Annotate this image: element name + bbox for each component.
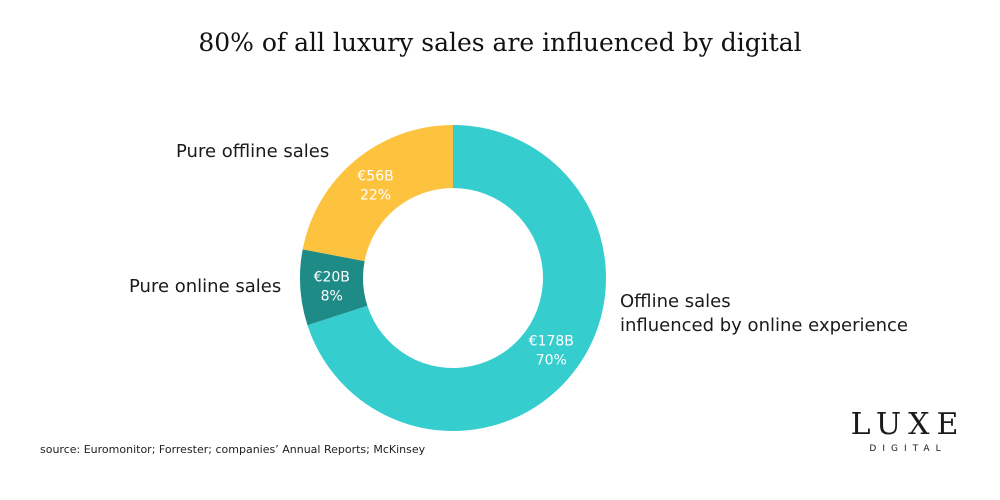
legend-label-pure-online-line: Pure online sales <box>129 276 282 297</box>
slice-1-percent-label: 8% <box>321 289 343 305</box>
legend-label-influenced-line-1: Offline sales <box>620 291 731 312</box>
chart-title: 80% of all luxury sales are influenced b… <box>198 28 802 57</box>
brand-sub: DIGITAL <box>869 444 947 454</box>
legend-label-influenced-line-2: influenced by online experience <box>620 315 908 336</box>
legend-label-pure-online: Pure online sales <box>129 275 281 299</box>
legend-label-pure-offline: Pure offline sales <box>176 140 329 164</box>
source-note: source: Euromonitor; Forrester; companie… <box>40 443 426 456</box>
legend-label-pure-offline-line: Pure offline sales <box>176 141 330 162</box>
slice-1-value-label: €20B <box>314 270 350 286</box>
brand-logo: LUXE DIGITAL <box>848 408 968 456</box>
donut-slice-2 <box>302 125 453 262</box>
slice-2-percent-label: 22% <box>360 187 391 203</box>
donut-slice-0 <box>307 125 606 432</box>
slice-0-value-label: €178B <box>529 333 574 349</box>
legend-label-influenced: Offline sales influenced by online exper… <box>620 290 908 338</box>
donut-slice-1 <box>300 249 368 326</box>
slice-0-percent-label: 70% <box>536 352 567 368</box>
slice-2-value-label: €56B <box>357 168 393 184</box>
brand-name: LUXE <box>850 407 966 442</box>
